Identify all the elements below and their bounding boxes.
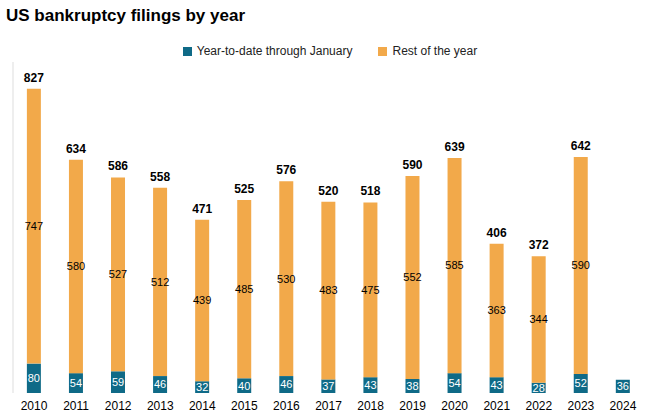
svg-text:471: 471 [192,202,212,216]
svg-text:43: 43 [364,379,376,391]
svg-text:518: 518 [360,184,380,198]
svg-text:527: 527 [109,268,127,280]
svg-text:363: 363 [487,304,505,316]
svg-text:2021: 2021 [483,399,510,413]
svg-text:485: 485 [235,283,253,295]
svg-text:38: 38 [406,380,418,392]
svg-text:2020: 2020 [441,399,468,413]
svg-text:558: 558 [150,170,170,184]
svg-text:576: 576 [276,163,296,177]
svg-text:483: 483 [319,284,337,296]
svg-text:586: 586 [108,159,128,173]
svg-text:80: 80 [28,372,40,384]
svg-text:2014: 2014 [189,399,216,413]
svg-text:642: 642 [571,139,591,153]
svg-text:2011: 2011 [63,399,89,413]
svg-text:639: 639 [445,140,465,154]
svg-text:406: 406 [487,226,507,240]
svg-text:2013: 2013 [147,399,174,413]
svg-text:2019: 2019 [399,399,426,413]
svg-text:2016: 2016 [273,399,300,413]
svg-text:590: 590 [572,259,590,271]
svg-text:520: 520 [318,184,338,198]
svg-text:475: 475 [361,284,379,296]
svg-text:54: 54 [448,377,460,389]
svg-text:634: 634 [66,142,86,156]
html-text:US bankruptcy filings by year: US bankruptcy filings by year [6,6,245,25]
svg-text:439: 439 [193,294,211,306]
svg-text:512: 512 [151,276,169,288]
svg-text:36: 36 [617,380,629,392]
svg-text:525: 525 [234,182,254,196]
svg-text:2018: 2018 [357,399,384,413]
svg-text:59: 59 [112,376,124,388]
svg-text:585: 585 [445,259,463,271]
svg-text:2010: 2010 [21,399,48,413]
svg-text:2022: 2022 [525,399,552,413]
svg-text:344: 344 [530,313,548,325]
svg-text:530: 530 [277,273,295,285]
svg-text:580: 580 [67,260,85,272]
svg-text:40: 40 [238,380,250,392]
svg-text:590: 590 [402,158,422,172]
svg-text:747: 747 [25,220,43,232]
svg-text:54: 54 [70,377,82,389]
svg-text:552: 552 [403,271,421,283]
html-text:Rest of the year: Rest of the year [392,44,478,58]
svg-text:46: 46 [280,378,292,390]
svg-text:46: 46 [154,378,166,390]
svg-text:827: 827 [24,71,44,85]
svg-text:43: 43 [490,379,502,391]
html-text:Year-to-date through January: Year-to-date through January [196,44,353,58]
svg-text:37: 37 [322,380,334,392]
svg-text:2017: 2017 [315,399,342,413]
svg-text:28: 28 [533,382,545,394]
svg-text:32: 32 [196,381,208,393]
svg-text:2023: 2023 [568,399,595,413]
svg-text:2012: 2012 [105,399,132,413]
svg-text:2024: 2024 [610,399,637,413]
svg-text:372: 372 [529,238,549,252]
svg-text:52: 52 [575,377,587,389]
svg-text:2015: 2015 [231,399,258,413]
